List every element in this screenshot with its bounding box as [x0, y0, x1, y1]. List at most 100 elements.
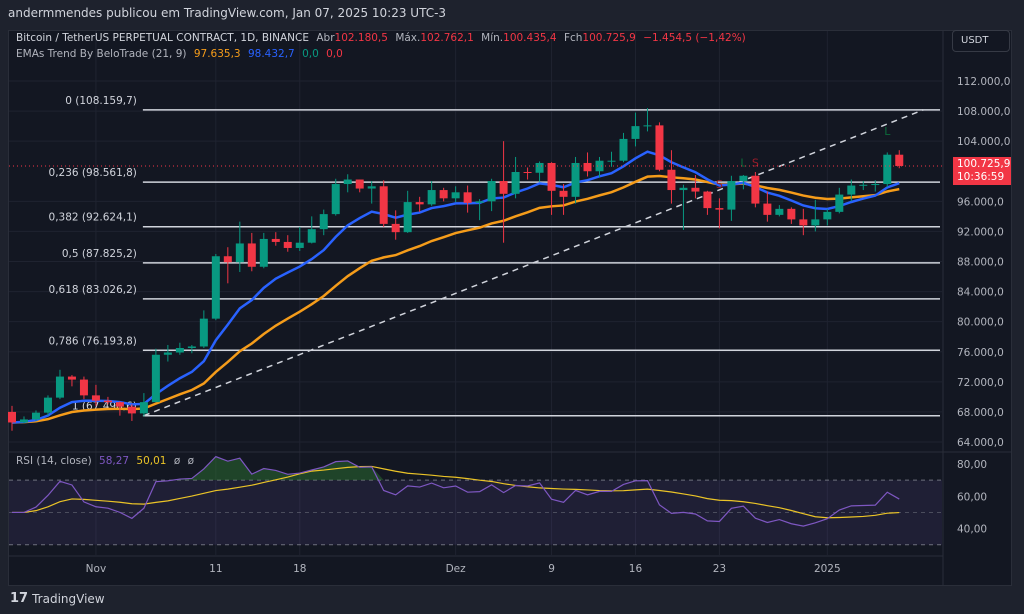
candle — [655, 122, 664, 172]
candle — [787, 207, 796, 224]
chart-frame[interactable] — [8, 30, 1012, 586]
candle — [511, 156, 520, 199]
candle-body — [523, 172, 532, 174]
candle — [691, 175, 700, 199]
indicator-name[interactable]: EMAs Trend By BeloTrade (21, 9) — [16, 48, 187, 60]
candle — [475, 199, 484, 221]
candle — [463, 185, 472, 213]
price-tick-label: 104.000,0 — [957, 136, 1010, 148]
currency-button[interactable]: USDT — [952, 30, 1010, 52]
time-tick-label: 16 — [629, 563, 643, 575]
candle — [151, 348, 160, 403]
trend-line — [143, 109, 924, 417]
time-tick-label: Dez — [446, 563, 467, 575]
candle — [811, 199, 820, 232]
candle-body — [703, 191, 712, 209]
candle-body — [511, 172, 520, 194]
signal-label-short: S — [716, 178, 723, 191]
symbol-name[interactable]: Bitcoin / TetherUS PERPETUAL CONTRACT, 1… — [16, 32, 309, 44]
candle — [451, 186, 460, 203]
candle — [31, 410, 40, 421]
candle-body — [847, 185, 856, 195]
candle-body — [871, 184, 880, 186]
candle-body — [187, 346, 196, 348]
candle — [871, 180, 880, 192]
candle-body — [799, 219, 808, 226]
candle — [211, 253, 220, 321]
candle — [703, 190, 712, 215]
candle-body — [43, 397, 52, 413]
candle — [331, 178, 340, 216]
candle — [79, 376, 88, 400]
price-tick-label: 80.000,0 — [957, 317, 1004, 329]
candle-body — [247, 243, 256, 267]
price-tick-label: 68.000,0 — [957, 407, 1004, 419]
candle — [235, 221, 244, 273]
open-label: Abr — [316, 32, 335, 44]
candle — [679, 184, 688, 230]
price-tick-label: 108.000,0 — [957, 106, 1010, 118]
candle — [391, 210, 400, 240]
price-tick-label: 76.000,0 — [957, 347, 1004, 359]
price-tick-label: 92.000,0 — [957, 226, 1004, 238]
candle-body — [643, 125, 652, 127]
candle-body — [211, 256, 220, 319]
price-tick-label: 112.000,0 — [957, 76, 1010, 88]
candle — [175, 342, 184, 355]
candle-body — [379, 186, 388, 224]
candle-body — [655, 125, 664, 170]
candle-body — [595, 160, 604, 172]
candle — [835, 187, 844, 214]
fib-level-label: 0,5 (87.825,2) — [62, 248, 137, 260]
candle — [427, 181, 436, 206]
candle — [307, 216, 316, 244]
candle — [859, 181, 868, 191]
candle — [43, 395, 52, 416]
tradingview-logo-icon: 17 — [10, 591, 29, 606]
candle-body — [835, 194, 844, 212]
candle-body — [787, 208, 796, 220]
candle — [187, 344, 196, 354]
rsi-name[interactable]: RSI (14, close) — [16, 455, 92, 467]
candle — [643, 108, 652, 132]
candle-body — [307, 229, 316, 243]
candle — [91, 384, 100, 406]
candle-body — [8, 411, 16, 423]
last-price-label: 100.725,9 10:36:59 — [953, 157, 1011, 185]
fib-level-label: 0,382 (92.624,1) — [49, 212, 137, 224]
rsi-legend[interactable]: RSI (14, close) 58,27 50,01 ø ø — [16, 455, 198, 467]
high-value: 102.762,1 — [420, 32, 474, 44]
candle — [499, 141, 508, 243]
candle-body — [295, 242, 304, 248]
candle-body — [739, 175, 748, 182]
candle — [67, 375, 76, 387]
candle — [667, 150, 676, 204]
candle-body — [667, 169, 676, 191]
candle-body — [631, 126, 640, 139]
rsi-tick-label: 60,00 — [957, 491, 987, 503]
candle-body — [343, 179, 352, 185]
candle — [127, 404, 136, 421]
indicator-legend[interactable]: EMAs Trend By BeloTrade (21, 9) 97.635,3… — [16, 48, 347, 60]
tradingview-logo[interactable]: 17 TradingView — [10, 591, 105, 606]
candle-body — [463, 192, 472, 203]
time-tick-label: 11 — [209, 563, 222, 575]
candle — [223, 247, 232, 284]
rsi-value: 58,27 — [99, 455, 130, 467]
fib-level-label: 0,236 (98.561,8) — [49, 167, 137, 179]
symbol-legend[interactable]: Bitcoin / TetherUS PERPETUAL CONTRACT, 1… — [16, 32, 750, 44]
candle — [355, 179, 364, 193]
tradingview-logo-text: TradingView — [32, 591, 105, 606]
candle — [103, 396, 112, 405]
time-tick-label: 18 — [293, 563, 306, 575]
candle — [259, 232, 268, 269]
candle — [571, 156, 580, 204]
candle-body — [103, 400, 112, 403]
candle-body — [403, 202, 412, 233]
candle-body — [883, 154, 892, 185]
candle — [727, 175, 736, 221]
candle — [163, 344, 172, 362]
low-label: Mín. — [481, 32, 504, 44]
candle-body — [235, 243, 244, 263]
